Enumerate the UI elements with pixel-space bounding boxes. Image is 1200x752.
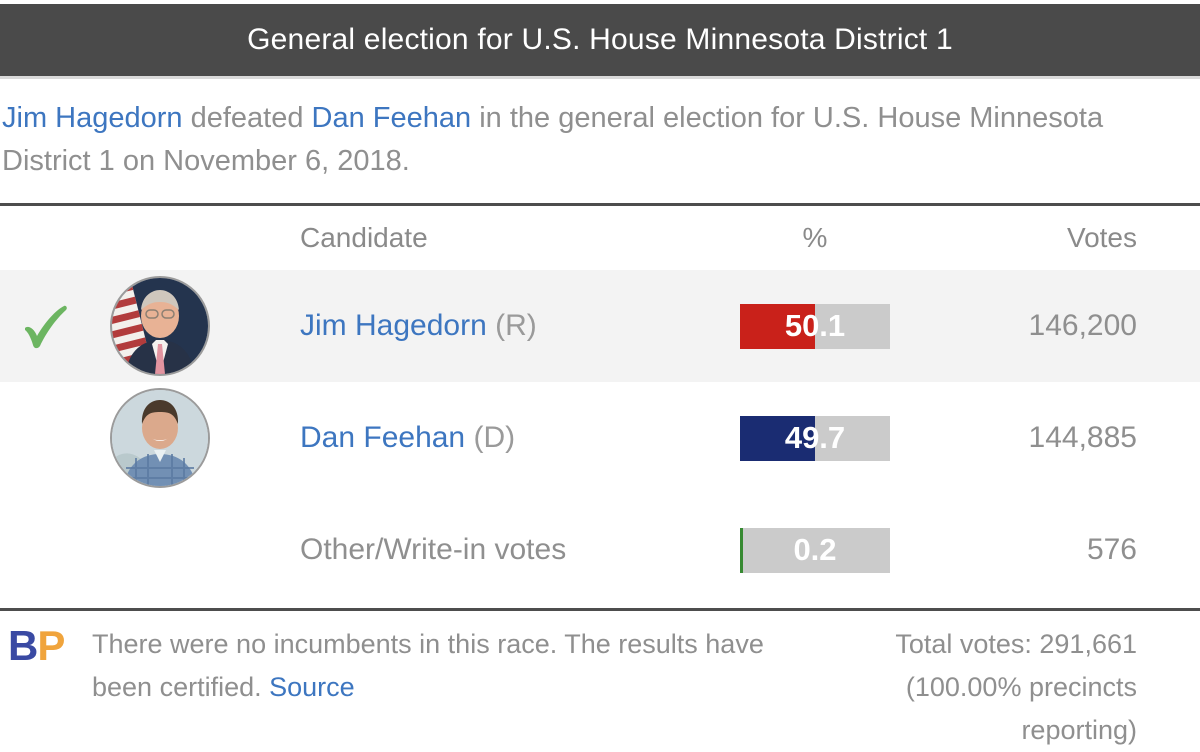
votes-value: 146,200 [1028,309,1137,342]
column-header-candidate: Candidate [300,222,428,253]
candidate-photo-jim-hagedorn [110,276,210,376]
summary-text: defeated [182,102,312,134]
votes-value: 576 [1086,533,1137,566]
column-header-percent: % [802,222,828,253]
table-header-row: Candidate % Votes [0,206,1200,270]
precincts-reporting-text: (100.00% precincts reporting) [905,672,1137,745]
percent-bar-dan-feehan: 49.7 [740,415,890,461]
check-icon [25,305,67,349]
total-votes-text: Total votes: 291,661 [895,629,1137,659]
table-top-divider [0,203,1200,206]
race-summary: Jim Hagedorn defeated Dan Feehan in the … [2,97,1196,183]
candidate-photo-dan-feehan [110,388,210,488]
percent-bar-fill [740,303,816,349]
party-label: (R) [486,309,537,342]
table-row-jim-hagedorn: Jim Hagedorn (R) 50.1 146,200 [0,270,1200,382]
footer-note: There were no incumbents in this race. T… [92,623,792,709]
table-row-other-write-in: Other/Write-in votes 0.2 576 [0,494,1200,606]
source-link[interactable]: Source [269,672,355,702]
summary-text-rest: in the general election for U.S. House M… [2,102,1104,177]
winner-candidate-link[interactable]: Jim Hagedorn [2,102,183,134]
percent-value: 0.2 [793,532,837,567]
percent-value: 50.1 [784,308,846,343]
percent-bar-jim-hagedorn: 50.1 [740,303,890,349]
column-header-votes: Votes [1066,222,1137,253]
candidate-link-jim-hagedorn[interactable]: Jim Hagedorn [300,309,487,342]
percent-bar-fill [740,415,815,461]
other-write-in-label: Other/Write-in votes [300,533,567,566]
total-votes-block: Total votes: 291,661 (100.00% precincts … [807,623,1200,752]
candidate-link-dan-feehan[interactable]: Dan Feehan [300,421,466,454]
logo-letter-p: P [37,622,65,669]
footer-note-text: There were no incumbents in this race. T… [92,629,764,702]
footer: BP There were no incumbents in this race… [0,608,1200,752]
runnerup-candidate-link[interactable]: Dan Feehan [311,102,472,134]
page-title: General election for U.S. House Minnesot… [247,23,953,56]
percent-bar-other: 0.2 [740,527,890,573]
ballotpedia-logo: BP [0,623,92,669]
header-bar: General election for U.S. House Minnesot… [0,4,1200,79]
table-row-dan-feehan: Dan Feehan (D) 49.7 144,885 [0,382,1200,494]
percent-value: 49.7 [784,420,846,455]
party-label: (D) [465,421,516,454]
election-results-widget: General election for U.S. House Minnesot… [0,4,1200,752]
votes-value: 144,885 [1028,421,1137,454]
logo-letter-b: B [8,622,38,669]
percent-bar-fill [740,527,743,573]
